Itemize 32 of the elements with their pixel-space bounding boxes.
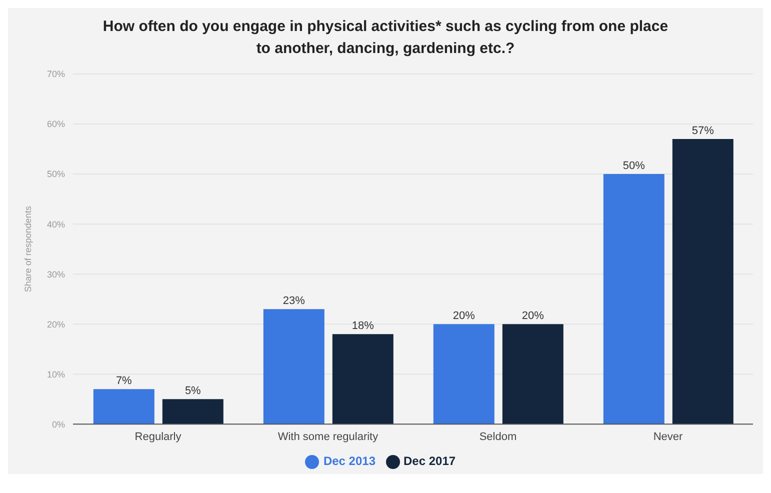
y-axis-title: Share of respondents: [23, 206, 34, 292]
y-tick-label: 0%: [52, 419, 65, 430]
y-tick-label: 70%: [46, 69, 65, 80]
data-label: 5%: [184, 385, 202, 398]
data-label: 50%: [622, 160, 646, 172]
bar: [672, 139, 734, 424]
y-tick-label: 10%: [46, 369, 65, 380]
bar: [93, 389, 154, 424]
y-tick-label: 60%: [46, 119, 65, 130]
y-tick-label: 20%: [46, 319, 65, 330]
x-tick-label: Seldom: [479, 430, 517, 443]
data-label: 20%: [452, 310, 476, 322]
bar: [603, 174, 664, 424]
x-tick-label: Regularly: [134, 430, 182, 443]
data-label: 7%: [116, 375, 132, 388]
data-label: 57%: [692, 125, 714, 138]
bar: [263, 309, 324, 424]
x-tick-label: Never: [653, 430, 684, 443]
y-tick-label: 30%: [46, 269, 65, 280]
x-tick-label: With some regularity: [278, 430, 379, 443]
data-label: 23%: [282, 295, 306, 308]
legend-label: Dec 2013: [323, 454, 376, 468]
y-tick-label: 40%: [46, 219, 65, 230]
y-tick-label: 50%: [46, 169, 65, 180]
bar: [332, 334, 394, 424]
bar: [162, 399, 224, 424]
chart-title: How often do you engage in physical activities* such as cycling from one place to another, dancing, gardening etc.?: [102, 17, 670, 59]
legend-label: Dec 2017: [404, 454, 456, 468]
bar: [502, 324, 564, 424]
data-label: 20%: [522, 310, 544, 322]
bar: [433, 324, 494, 424]
data-label: 18%: [352, 320, 374, 332]
